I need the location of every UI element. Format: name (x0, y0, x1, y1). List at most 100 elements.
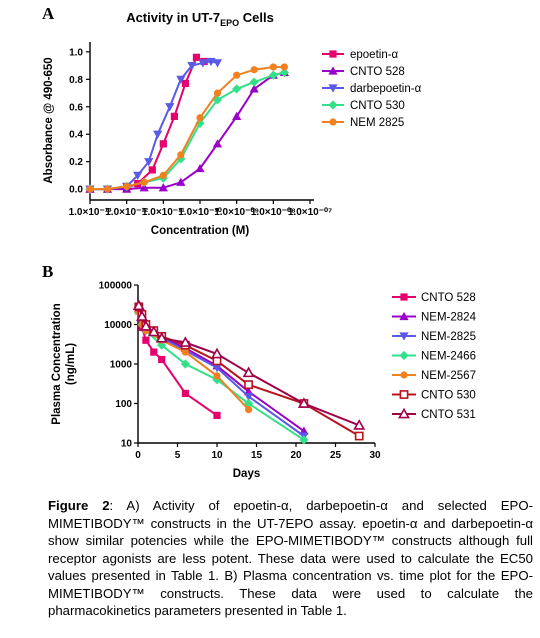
chart-a-point (181, 79, 190, 88)
chart-a-point (212, 59, 223, 68)
chart-a-legend-label: darbepoetin-α (350, 83, 422, 95)
chart-a-point (195, 118, 205, 128)
chart-b-point (158, 355, 166, 364)
chart-a-y-tick-label: 0.6 (69, 102, 83, 113)
chart-b-legend-marker (400, 371, 408, 379)
chart-a-point (165, 103, 175, 112)
chart-b-point (150, 348, 158, 356)
chart-b-point (212, 375, 222, 385)
chart-b-point (354, 431, 364, 441)
chart-a-x-tick-label: 1.0×10⁻¹¹ (142, 207, 185, 218)
chart-a-point (195, 163, 205, 173)
chart-b-legend-label: CNTO 528 (421, 292, 476, 304)
chart-b-point (132, 299, 145, 311)
chart-a-point (187, 61, 197, 71)
chart-a-point (177, 151, 185, 159)
chart-a-legend-label: NEM 2825 (350, 117, 404, 129)
chart-a-point (140, 178, 148, 186)
chart-a-y-label: Absorbance @ 490-650 (43, 57, 55, 183)
chart-a-legend-marker (329, 118, 337, 126)
chart-b-point (181, 389, 189, 398)
chart-b-point (142, 336, 150, 344)
chart-a-title-tail: Cells (239, 10, 274, 25)
chart-b-legend-marker (399, 311, 409, 321)
chart-b-x-tick-label: 15 (251, 450, 263, 461)
chart-a-point (176, 75, 186, 84)
chart-a-point (144, 158, 154, 167)
chart-b-legend-marker (398, 407, 410, 419)
chart-b-y-tick-label: 10 (121, 439, 133, 450)
chart-a-series-line (90, 71, 285, 191)
chart-b-point (299, 435, 309, 445)
chart-b-legend-marker (399, 350, 409, 361)
chart-a-point (232, 84, 242, 94)
chart-a-legend-marker (328, 66, 338, 75)
chart-a-point (233, 71, 241, 79)
chart-b-series-line (137, 308, 305, 432)
chart-b-point (180, 359, 190, 369)
chart-b-y-label-line2: (ng/mL) (65, 343, 77, 385)
chart-a-x-tick-label: 1.0×10⁻¹² (105, 207, 148, 218)
chart-a-point (280, 63, 288, 71)
chart-a-point (139, 183, 149, 192)
chart-b-x-tick-label: 5 (175, 450, 181, 461)
chart-a-point (249, 77, 259, 87)
chart-a-x-tick-label: 1.0×10⁻⁰⁷ (288, 207, 332, 218)
chart-b-point (212, 356, 222, 366)
chart-a-point (133, 171, 143, 181)
chart-b-series-line (137, 305, 360, 427)
chart-b-point (181, 348, 189, 356)
chart-a-title-sub: EPO (220, 18, 239, 28)
chart-a-legend-label: epoetin-α (350, 49, 399, 61)
chart-a-y-tick-label: 0.4 (69, 130, 83, 141)
activity-chart: Activity in UT-7EPO Cells 0.0 0.2 0.4 0.6 0.8… (43, 10, 422, 237)
chart-a-point (213, 89, 222, 97)
chart-a-point (249, 84, 259, 93)
chart-a-title: Activity in UT-7EPO Cells (126, 10, 274, 28)
chart-b-x-tick-label: 25 (330, 450, 342, 461)
chart-b-y-tick-label: 100000 (99, 281, 133, 292)
chart-b-legend-label: NEM-2824 (421, 312, 477, 324)
chart-b-legend-marker (399, 390, 409, 399)
chart-a-point (159, 171, 167, 180)
chart-b-point (155, 331, 168, 343)
chart-a-legend-marker (328, 100, 338, 110)
chart-a-point (269, 63, 277, 71)
chart-a-point (232, 111, 242, 120)
chart-a-point (153, 130, 163, 139)
chart-b-legend-label: NEM-2567 (421, 370, 476, 382)
chart-a-x-label: Concentration (M) (151, 225, 250, 237)
chart-b-x-tick-label: 20 (290, 450, 302, 461)
chart-a-y-tick-label: 0.0 (69, 185, 83, 196)
chart-b-point (245, 406, 253, 414)
chart-a-y-tick-label: 1.0 (69, 47, 83, 58)
chart-b-y-tick-label: 1000 (110, 360, 133, 371)
chart-a-legend-marker (329, 50, 337, 58)
chart-a-point (198, 59, 208, 68)
chart-a-y-tick-label: 0.2 (69, 157, 83, 168)
panel-b-letter: B (42, 262, 54, 281)
chart-b-point (244, 380, 253, 390)
chart-b-legend-label: CNTO 531 (421, 409, 476, 421)
chart-b-legend-marker (399, 332, 409, 341)
chart-b-legend-label: CNTO 530 (421, 390, 476, 402)
chart-b-point (211, 347, 223, 359)
chart-a-point (279, 67, 289, 78)
chart-a-point (86, 185, 94, 193)
chart-a-point (212, 139, 223, 148)
chart-b-series-line (137, 309, 305, 437)
chart-b-point (213, 411, 221, 419)
figure-caption: Figure 2: A) Activity of epoetin-α, darb… (48, 497, 533, 620)
caption-label: Figure 2 (48, 498, 110, 513)
chart-b-legend-marker (400, 293, 408, 301)
chart-b-series-line (137, 312, 305, 441)
chart-b-point (135, 310, 148, 321)
chart-b-point (353, 419, 366, 430)
chart-b-point (139, 320, 152, 331)
panel-a-letter: A (42, 4, 55, 23)
chart-b-legend-label: NEM-2466 (421, 351, 476, 363)
chart-a-point (268, 70, 278, 80)
chart-a-legend-marker (328, 84, 338, 93)
chart-b-point (242, 366, 255, 378)
chart-b-x-tick-label: 0 (135, 450, 141, 461)
